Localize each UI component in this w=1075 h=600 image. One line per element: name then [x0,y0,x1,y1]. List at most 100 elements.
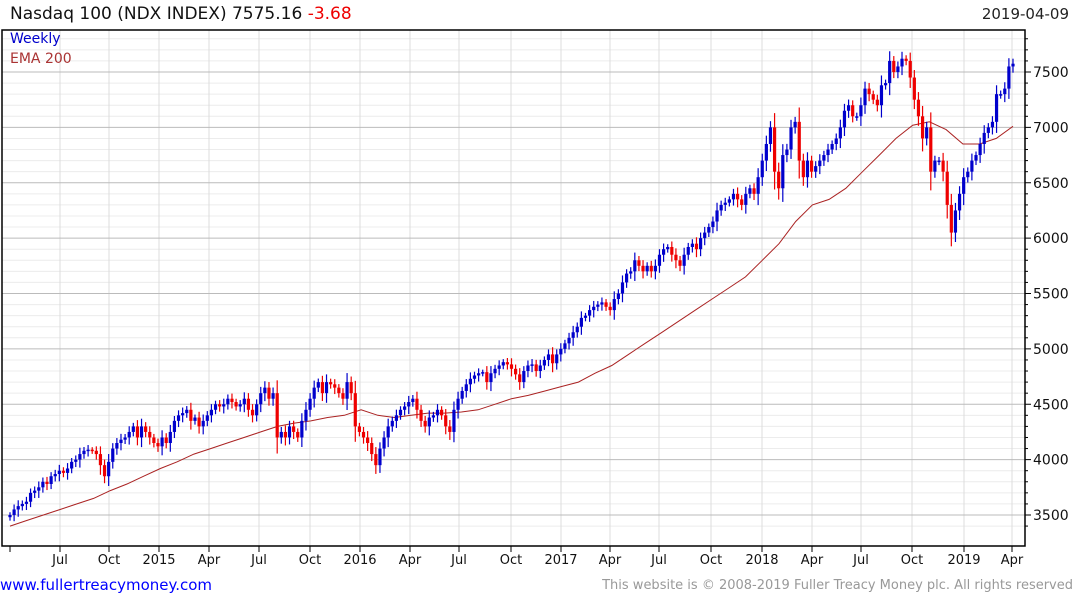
weekly-candle [1011,58,1015,73]
weekly-candle [612,291,616,320]
candle-body [711,221,715,228]
candle-body [123,437,127,440]
weekly-candle [250,404,255,423]
candle-body [822,155,826,161]
candle-body [316,382,320,388]
weekly-candle [994,85,999,133]
candle-body [719,204,723,211]
candle-body [255,404,259,416]
weekly-candle [234,398,238,411]
x-tick-label: Jul [51,553,68,568]
y-tick-label: 6000 [1033,231,1069,247]
weekly-candle [846,99,851,118]
candle-body [818,160,822,167]
candle-body [583,315,588,318]
candle-body [945,171,949,205]
x-tick-label: Oct [500,553,522,568]
weekly-candle [181,407,185,423]
candle-body [912,77,916,100]
candle-body [135,426,140,438]
weekly-candle [608,302,612,316]
chart-title: Nasdaq 100 (NDX INDEX) 7575.16 -3.68 [10,4,352,24]
candle-body [579,317,583,327]
website-link[interactable]: www.fullertreacymoney.com [0,576,213,594]
weekly-candle [999,90,1003,99]
candle-body [205,415,209,421]
weekly-candle [937,156,941,166]
candle-body [386,426,390,438]
candle-body [374,454,378,466]
weekly-candle [308,393,312,417]
weekly-candle [201,414,205,435]
weekly-candle [37,481,41,498]
candle-body [974,155,978,161]
candle-body [629,271,633,274]
weekly-candle [292,420,296,440]
candle-body [731,193,736,200]
candle-body [875,99,879,106]
candle-body [82,450,86,455]
candle-body [661,249,666,255]
x-tick-label: Apr [1001,553,1024,568]
candle-body [666,246,670,250]
weekly-candle [966,167,970,183]
y-tick-label: 7000 [1033,120,1069,136]
candle-body [698,238,703,250]
candle-body [645,265,649,272]
weekly-candle [686,242,690,260]
weekly-candle [65,463,70,480]
weekly-candle [859,97,863,126]
weekly-candle [477,368,481,382]
candle-body [234,402,238,407]
candle-body [509,364,514,369]
weekly-candle [888,51,892,96]
candle-body [24,501,29,504]
candle-body [534,364,538,372]
candle-body [801,160,805,178]
weekly-candle [304,402,308,431]
weekly-candle [271,387,275,406]
weekly-candle [185,406,189,418]
weekly-candle [337,384,341,398]
weekly-candle [448,420,452,440]
candle-body [357,426,362,432]
weekly-candle [546,349,551,367]
weekly-candle [962,168,966,206]
candle-body [181,413,185,416]
weekly-candle [596,301,600,312]
x-tick-label: Oct [299,553,321,568]
candle-body [382,437,386,449]
x-tick-label: Jul [250,553,267,568]
x-tick-label: 2019 [947,553,980,568]
x-tick-label: Jul [650,553,667,568]
weekly-candle [711,216,715,234]
candle-body [246,398,251,410]
weekly-candle [398,406,403,420]
weekly-candle [777,162,781,200]
candle-body [859,105,863,117]
price-change: -3.68 [307,4,352,24]
weekly-candle [90,447,94,454]
title-text: Nasdaq 100 (NDX INDEX) 7575.16 [10,4,303,24]
weekly-candle [920,105,925,152]
candle-body [538,365,542,372]
weekly-candle [649,260,653,278]
x-tick-label: Jul [450,553,467,568]
candle-body [748,188,752,194]
candle-body [259,393,263,405]
weekly-candle [929,112,933,191]
weekly-candle [431,411,435,422]
candle-body [485,372,489,383]
x-tick-label: Oct [98,553,120,568]
weekly-candle [637,256,641,272]
weekly-candle [744,186,748,214]
weekly-candle [168,424,172,452]
candle-body [423,420,427,427]
weekly-candle [374,447,378,474]
weekly-candle [144,422,148,438]
candle-body [933,160,937,172]
candle-body [522,371,526,383]
candle-body [78,454,82,460]
candle-body [624,273,629,283]
candle-body [489,373,493,383]
